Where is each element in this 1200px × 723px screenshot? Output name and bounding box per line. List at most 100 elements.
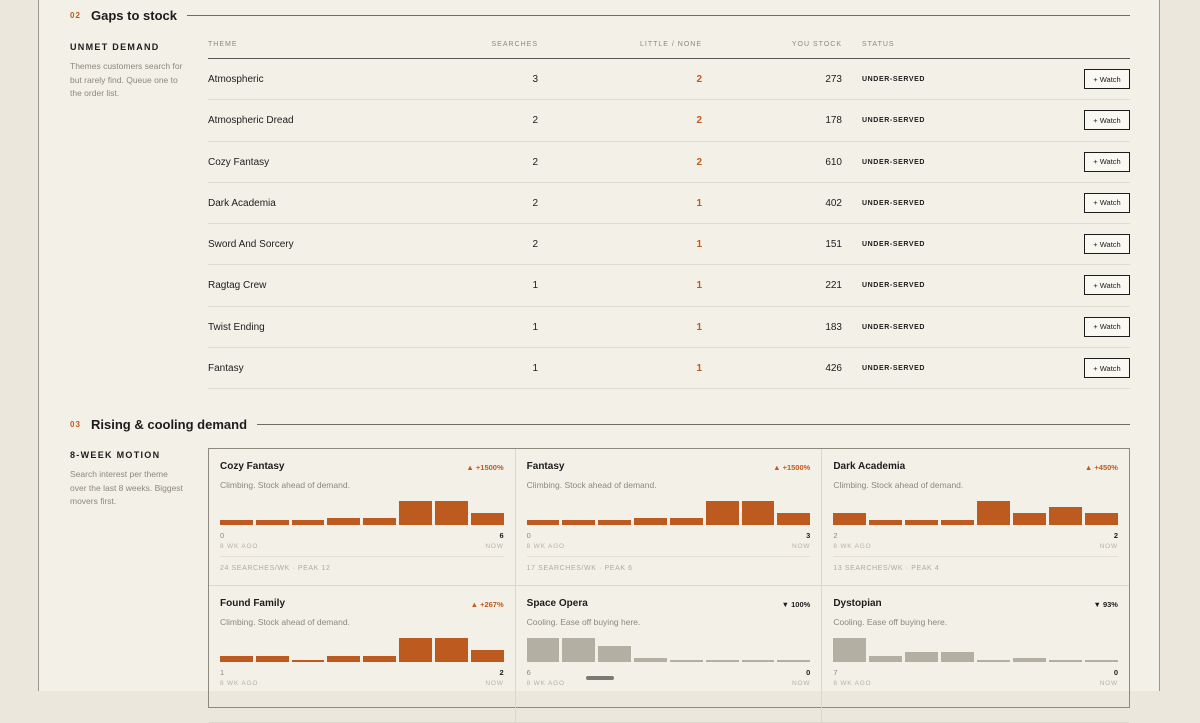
trend-delta: ▼ 93%: [1093, 600, 1118, 609]
watch-button[interactable]: + Watch: [1084, 275, 1130, 296]
section-divider: [257, 423, 1130, 425]
week-bar: [905, 520, 939, 525]
week-bar: [634, 518, 667, 525]
scale-low: 1: [220, 668, 225, 677]
week-bar: [434, 501, 468, 525]
sidebar-description: Search interest per theme over the last …: [70, 469, 183, 506]
scroll-indicator[interactable]: [586, 676, 614, 680]
little-none-count: 1: [696, 239, 702, 251]
sidebar-description: Themes customers search for but rarely f…: [70, 61, 183, 98]
axis-end: NOW: [1099, 680, 1118, 687]
theme-name: Ragtag Crew: [208, 280, 267, 292]
week-bar: [869, 656, 903, 662]
week-bar: [705, 501, 739, 525]
axis-end: NOW: [792, 543, 811, 550]
section-number: 03: [70, 419, 81, 429]
watch-button[interactable]: + Watch: [1084, 69, 1130, 89]
week-bar: [1013, 513, 1047, 525]
week-bar: [255, 656, 289, 662]
table-row: Twist Ending 1 1 183 UNDER-SERVED + Watch: [208, 307, 1130, 349]
sidebar-label: 8-WEEK MOTION: [70, 450, 161, 460]
theme-name: Dark Academia: [208, 197, 276, 209]
rising-section-header: 03 Rising & cooling demand: [70, 414, 1130, 434]
status-badge: UNDER-SERVED: [862, 241, 926, 249]
week-bar: [526, 638, 560, 662]
trend-card[interactable]: Cozy Fantasy ▲ +1500% Climbing. Stock ahea…: [209, 449, 516, 586]
little-none-count: 2: [696, 74, 702, 85]
axis-start: 8 WK AGO: [833, 680, 872, 687]
watch-button[interactable]: + Watch: [1084, 151, 1130, 172]
weekly-bar-chart: [833, 634, 1118, 662]
little-none-count: 1: [696, 197, 702, 209]
week-bar: [1085, 513, 1118, 525]
watch-button[interactable]: + Watch: [1084, 110, 1130, 131]
axis-end: NOW: [485, 680, 504, 687]
trend-card[interactable]: Found Family ▲ +267% Climbing. Stock ahead…: [209, 586, 516, 723]
card-description: Cooling. Ease off buying here.: [833, 617, 948, 627]
week-bar: [669, 660, 703, 662]
theme-name: Fantasy: [208, 363, 244, 375]
week-bar: [1049, 660, 1082, 662]
card-description: Climbing. Stock ahead of demand.: [526, 480, 657, 490]
stock-count: 178: [825, 115, 842, 127]
card-title: Space Opera: [526, 598, 588, 609]
card-title: Dystopian: [833, 598, 882, 609]
stock-count: 426: [825, 363, 842, 375]
week-bar: [470, 650, 504, 662]
page-frame: 02 Gaps to stock UNMET DEMAND Themes cus…: [38, 0, 1160, 723]
card-description: Climbing. Stock ahead of demand.: [220, 617, 350, 627]
week-bar: [634, 658, 667, 662]
trend-card[interactable]: Space Opera ▼ 100% Cooling. Ease off buyin…: [515, 586, 823, 723]
week-bar: [777, 513, 811, 525]
stock-count: 402: [825, 197, 842, 209]
column-header-searches[interactable]: SEARCHES: [491, 41, 538, 48]
little-none-count: 2: [696, 156, 702, 168]
column-header-status[interactable]: STATUS: [862, 41, 895, 48]
column-header-theme[interactable]: THEME: [208, 41, 238, 48]
trend-card[interactable]: Dystopian ▼ 93% Cooling. Ease off buying h…: [822, 586, 1129, 723]
card-title: Dark Academia: [833, 461, 906, 472]
week-bar: [941, 652, 975, 662]
week-bar: [598, 520, 632, 525]
section-number: 02: [70, 10, 81, 20]
searches-count: 1: [532, 321, 538, 333]
week-bar: [470, 513, 504, 525]
searches-count: 3: [532, 74, 538, 85]
card-description: Climbing. Stock ahead of demand.: [220, 480, 350, 490]
week-bar: [669, 518, 703, 525]
watch-button[interactable]: + Watch: [1084, 316, 1130, 337]
trend-delta: ▲ +450%: [1084, 463, 1118, 472]
table-row: Ragtag Crew 1 1 221 UNDER-SERVED + Watch: [208, 265, 1130, 307]
axis-start: 8 WK AGO: [220, 680, 259, 687]
week-bar: [977, 501, 1011, 525]
trend-delta: ▲ +1500%: [773, 463, 811, 472]
theme-name: Twist Ending: [208, 321, 265, 333]
card-footer: 13 SEARCHES/WK · PEAK 4: [833, 556, 1118, 572]
week-bar: [291, 660, 325, 662]
watch-button[interactable]: + Watch: [1084, 192, 1130, 213]
section-title: Rising & cooling demand: [91, 416, 248, 432]
status-badge: UNDER-SERVED: [862, 76, 926, 83]
card-footer: 17 SEARCHES/WK · PEAK 6: [526, 556, 811, 572]
column-header-you-stock[interactable]: YOU STOCK: [791, 41, 842, 48]
week-bar: [434, 638, 468, 662]
theme-name: Atmospheric Dread: [208, 115, 294, 127]
column-header-little-none[interactable]: LITTLE / NONE: [639, 41, 702, 48]
trend-card[interactable]: Fantasy ▲ +1500% Climbing. Stock ahead of …: [515, 449, 823, 586]
trend-card[interactable]: Dark Academia ▲ +450% Climbing. Stock ahea…: [822, 449, 1129, 586]
watch-button[interactable]: + Watch: [1084, 234, 1130, 255]
weekly-bar-chart: [220, 634, 504, 662]
watch-button[interactable]: + Watch: [1084, 358, 1130, 379]
scale-high: 0: [1113, 668, 1118, 677]
weekly-bar-chart: [220, 497, 504, 525]
axis-end: NOW: [792, 680, 811, 687]
status-badge: UNDER-SERVED: [862, 199, 926, 207]
week-bar: [833, 513, 867, 525]
axis-start: 8 WK AGO: [526, 680, 565, 687]
status-badge: UNDER-SERVED: [862, 158, 926, 166]
theme-name: Atmospheric: [208, 74, 264, 85]
little-none-count: 1: [696, 363, 702, 375]
week-bar: [291, 520, 325, 525]
table-row: Dark Academia 2 1 402 UNDER-SERVED + Watch: [208, 183, 1130, 225]
searches-count: 1: [532, 280, 538, 292]
